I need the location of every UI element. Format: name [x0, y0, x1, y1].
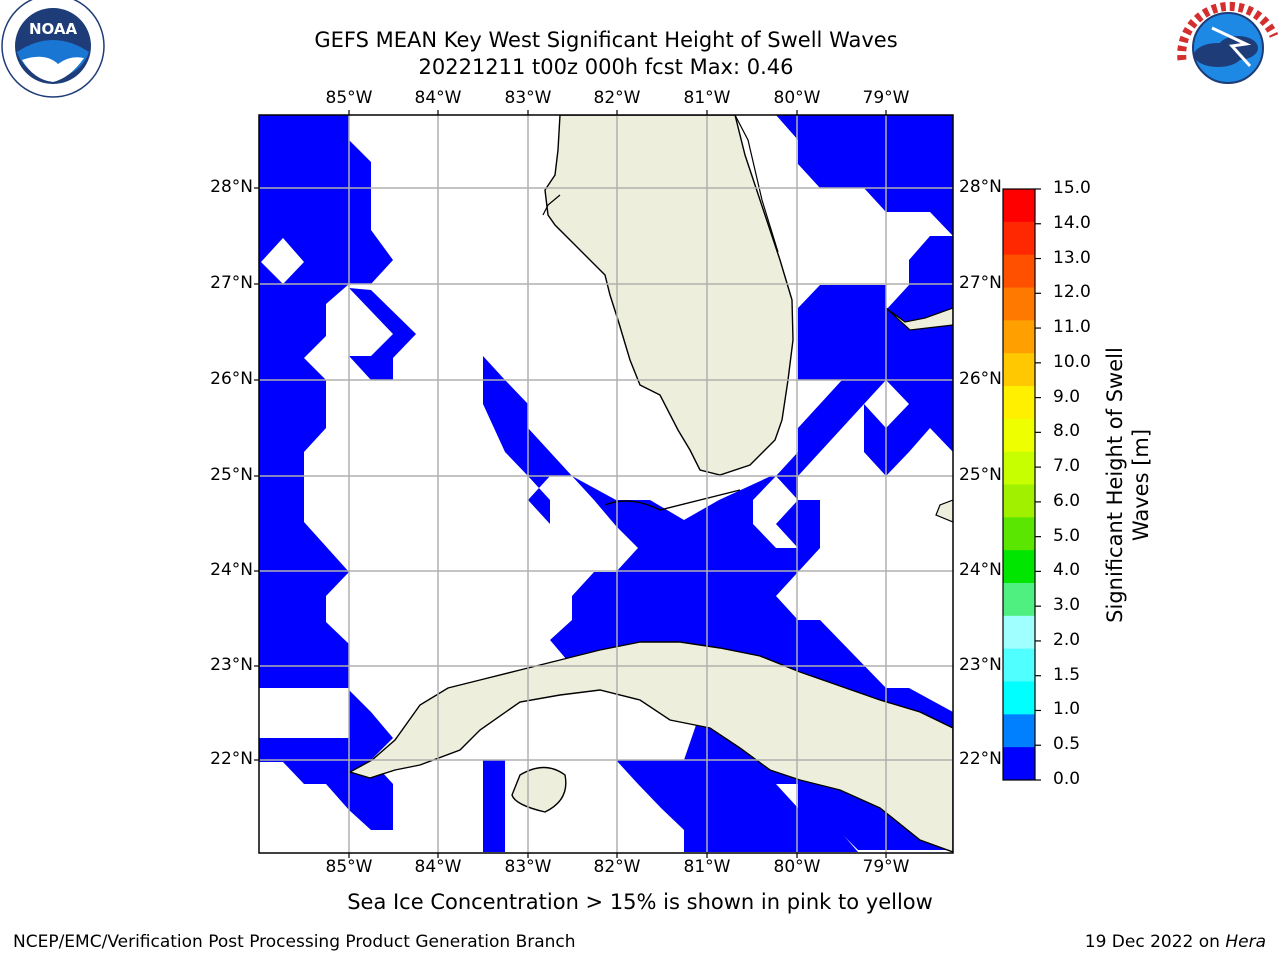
colorbar-segment [1003, 386, 1035, 420]
footer-credit: NCEP/EMC/Verification Post Processing Pr… [13, 932, 576, 952]
footer-date: 19 Dec 2022 on Hera [1085, 932, 1266, 952]
lon-tick-top-84w: 84°W [414, 88, 462, 108]
lon-tick-bottom-79w: 79°W [862, 857, 910, 877]
lat-tick-left-26n: 26°N [210, 369, 253, 389]
colorbar-segment [1003, 550, 1035, 584]
lon-tick-bottom-80w: 80°W [773, 857, 821, 877]
lat-tick-right-22n: 22°N [959, 749, 1002, 769]
lon-tick-top-85w: 85°W [325, 88, 373, 108]
colorbar-label: 5.0 [1053, 525, 1081, 546]
colorbar-segment [1003, 714, 1035, 748]
colorbar-label: 14.0 [1053, 212, 1091, 233]
colorbar-label: 12.0 [1053, 282, 1091, 303]
colorbar-segment [1003, 615, 1035, 650]
lat-tick-right-24n: 24°N [959, 560, 1002, 580]
lat-tick-left-23n: 23°N [210, 655, 253, 675]
lat-tick-left-27n: 27°N [210, 273, 253, 293]
cuba-land [348, 641, 953, 853]
lat-tick-left-25n: 25°N [210, 465, 253, 485]
colorbar-label: 4.0 [1053, 560, 1081, 581]
lon-tick-bottom-83w: 83°W [504, 857, 552, 877]
lon-tick-bottom-81w: 81°W [683, 857, 731, 877]
lon-tick-bottom-84w: 84°W [414, 857, 462, 877]
noaa-logo-text: NOAA [29, 20, 78, 38]
colorbar-label: 15.0 [1053, 178, 1091, 198]
colorbar-segment [1003, 517, 1035, 551]
lon-tick-top-82w: 82°W [593, 88, 641, 108]
colorbar-label: 7.0 [1053, 456, 1081, 477]
colorbar-segment [1003, 681, 1035, 715]
noaa-logo-icon: NOAA [1, 0, 105, 98]
lat-tick-right-23n: 23°N [959, 655, 1002, 675]
lon-tick-top-81w: 81°W [683, 88, 731, 108]
colorbar-title: Significant Height of Swell Waves [m] [1103, 347, 1153, 623]
lat-tick-right-25n: 25°N [959, 465, 1002, 485]
lon-tick-bottom-82w: 82°W [593, 857, 641, 877]
colorbar-segment [1003, 353, 1035, 387]
colorbar-label: 11.0 [1053, 317, 1091, 338]
lat-tick-left-24n: 24°N [210, 560, 253, 580]
lat-tick-right-26n: 26°N [959, 369, 1002, 389]
colorbar-label: 8.0 [1053, 421, 1081, 442]
colorbar [1003, 188, 1041, 781]
colorbar-segment [1003, 747, 1035, 781]
footer-date-text: 19 Dec 2022 on [1084, 932, 1220, 952]
colorbar-segment [1003, 484, 1035, 518]
colorbar-segment [1003, 648, 1035, 682]
colorbar-segment [1003, 320, 1035, 354]
colorbar-segment [1003, 287, 1035, 321]
lon-tick-top-83w: 83°W [504, 88, 552, 108]
colorbar-segment [1003, 451, 1035, 485]
lat-tick-right-28n: 28°N [959, 177, 1002, 197]
lon-tick-bottom-85w: 85°W [325, 857, 373, 877]
colorbar-label: 3.0 [1053, 595, 1081, 616]
lon-tick-top-79w: 79°W [862, 88, 910, 108]
colorbar-segment [1003, 189, 1035, 223]
lat-tick-left-22n: 22°N [210, 749, 253, 769]
colorbar-label: 1.0 [1053, 699, 1081, 720]
footer-host: Hera [1225, 932, 1266, 952]
colorbar-frame [1002, 188, 1036, 781]
colorbar-label: 2.0 [1053, 629, 1081, 650]
colorbar-segment [1003, 221, 1035, 256]
map-frame [258, 114, 954, 854]
nws-logo-icon [1176, 0, 1280, 100]
colorbar-label: 0.0 [1053, 769, 1081, 789]
lon-tick-top-80w: 80°W [773, 88, 821, 108]
graticule [259, 115, 953, 853]
colorbar-segment [1003, 254, 1035, 288]
colorbar-label: 0.5 [1053, 734, 1081, 755]
lat-tick-left-28n: 28°N [210, 177, 253, 197]
colorbar-segment [1003, 418, 1035, 453]
colorbar-label: 9.0 [1053, 386, 1081, 407]
colorbar-label: 13.0 [1053, 247, 1091, 268]
isle-of-youth-land [511, 766, 567, 813]
florida-land [544, 115, 794, 476]
colorbar-label: 10.0 [1053, 351, 1091, 372]
colorbar-label: 6.0 [1053, 490, 1081, 511]
lat-tick-right-27n: 27°N [959, 273, 1002, 293]
map-title: GEFS MEAN Key West Significant Height of… [314, 28, 898, 52]
sea-ice-note: Sea Ice Concentration > 15% is shown in … [347, 890, 933, 914]
colorbar-segment [1003, 583, 1035, 617]
map-subtitle: 20221211 t00z 000h fcst Max: 0.46 [418, 55, 794, 79]
colorbar-label: 1.5 [1053, 664, 1081, 685]
